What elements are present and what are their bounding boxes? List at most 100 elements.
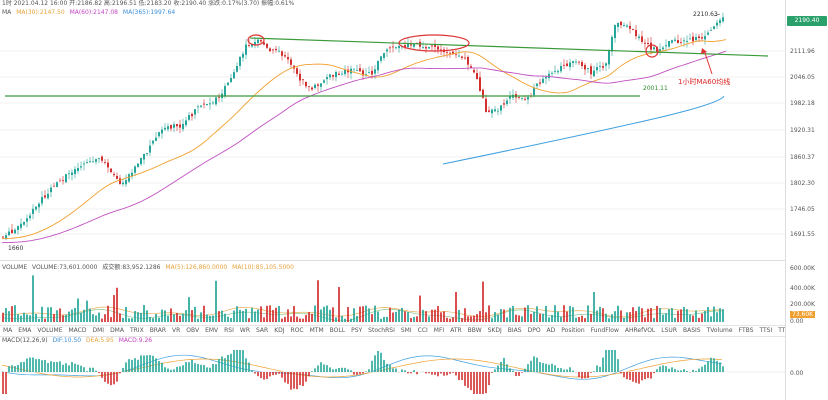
indicator-tab-macd[interactable]: MACD bbox=[68, 327, 87, 334]
candle-body bbox=[323, 80, 325, 83]
candle-body bbox=[251, 44, 253, 47]
volume-bar bbox=[281, 318, 283, 322]
indicator-tab-mtm[interactable]: MTM bbox=[309, 327, 324, 334]
volume-title[interactable]: VOLUME bbox=[2, 264, 28, 271]
indicator-tab-obv[interactable]: OBV bbox=[186, 327, 200, 334]
macd-bar bbox=[674, 368, 676, 372]
indicator-tab-boll[interactable]: BOLL bbox=[329, 327, 346, 334]
macd-bar bbox=[557, 367, 559, 372]
macd-bar bbox=[110, 372, 112, 386]
macd-bar bbox=[152, 355, 154, 372]
candle-body bbox=[689, 38, 691, 40]
volume-bar bbox=[422, 309, 424, 322]
indicator-tab-dpo[interactable]: DPO bbox=[527, 327, 541, 334]
macd-bar bbox=[482, 372, 484, 394]
indicator-tab-ftbs[interactable]: FTBS bbox=[738, 327, 754, 334]
candle-body bbox=[32, 208, 34, 214]
indicator-tab-trix[interactable]: TRIX bbox=[129, 327, 144, 334]
volume-bar bbox=[194, 306, 196, 322]
indicator-tab-ttsi[interactable]: TTSI bbox=[759, 327, 773, 334]
macd-bar bbox=[359, 372, 361, 375]
indicator-tab-dmi[interactable]: DMI bbox=[92, 327, 105, 334]
candle-body bbox=[83, 163, 85, 165]
volume-bar bbox=[632, 307, 634, 322]
candle-body bbox=[314, 84, 316, 89]
indicator-tab-sar[interactable]: SAR bbox=[256, 327, 269, 334]
volume-bar bbox=[683, 307, 685, 322]
macd-bar bbox=[608, 350, 610, 372]
price-axis-label: 1746.05 bbox=[790, 206, 815, 213]
volume-bar bbox=[623, 317, 625, 322]
macd-bar bbox=[113, 372, 115, 385]
candle-body bbox=[191, 113, 193, 117]
indicator-tab-vr[interactable]: VR bbox=[172, 327, 181, 334]
candle-body bbox=[356, 70, 358, 71]
indicator-tab-roc[interactable]: ROC bbox=[290, 327, 304, 334]
candle-body bbox=[479, 77, 481, 91]
volume-bar bbox=[578, 316, 580, 322]
macd-bar bbox=[443, 372, 445, 376]
indicator-tab-psy[interactable]: PSY bbox=[351, 327, 363, 334]
ma-label[interactable]: MA bbox=[2, 9, 12, 16]
price-axis[interactable]: 2190.40 2111.96 2046.05 1982.18 1920.31 1860… bbox=[785, 0, 828, 400]
indicator-tab-smi[interactable]: SMI bbox=[400, 327, 412, 334]
price-chart[interactable] bbox=[0, 0, 785, 400]
indicator-tab-ema[interactable]: EMA bbox=[18, 327, 32, 334]
volume-bar bbox=[14, 305, 16, 322]
ma-legend: MA MA(30):2147.50 MA(60):2147.08 MA(365)… bbox=[2, 9, 178, 17]
macd-bar bbox=[479, 372, 481, 394]
indicator-tab-rsi[interactable]: RSI bbox=[224, 327, 234, 334]
candle-body bbox=[722, 17, 724, 22]
macd-bar bbox=[284, 372, 286, 383]
indicator-tab-dma[interactable]: DMA bbox=[110, 327, 124, 334]
volume-axis-label: 400.00K bbox=[790, 285, 815, 292]
indicator-tab-ma[interactable]: MA bbox=[3, 327, 13, 334]
macd-bar bbox=[170, 369, 172, 372]
indicator-tab-position[interactable]: Position bbox=[561, 327, 585, 334]
candle-body bbox=[704, 36, 706, 40]
candle-body bbox=[554, 71, 556, 72]
macd-title[interactable]: MACD(12,26,9) bbox=[2, 337, 48, 344]
macd-bar bbox=[2, 372, 4, 394]
indicator-tab-emv[interactable]: EMV bbox=[205, 327, 219, 334]
macd-bar bbox=[179, 366, 181, 372]
macd-bar bbox=[494, 369, 496, 372]
macd-bar bbox=[263, 372, 265, 380]
volume-bar bbox=[698, 317, 700, 322]
macd-bar bbox=[446, 372, 448, 376]
volume-bar bbox=[320, 309, 322, 322]
volume-bar bbox=[83, 309, 85, 322]
macd-bar bbox=[200, 364, 202, 372]
indicator-tab-volume[interactable]: VOLUME bbox=[37, 327, 63, 334]
indicator-tab-bias[interactable]: BIAS bbox=[507, 327, 522, 334]
candle-body bbox=[413, 43, 415, 47]
macd-bar bbox=[248, 362, 250, 372]
candle-body bbox=[44, 195, 46, 198]
candle-body bbox=[641, 36, 643, 42]
indicator-tab-wr[interactable]: WR bbox=[239, 327, 250, 334]
indicator-tab-brar[interactable]: BRAR bbox=[149, 327, 167, 334]
volume-bar bbox=[695, 310, 697, 322]
indicator-tab-basis[interactable]: BASIS bbox=[683, 327, 701, 334]
indicator-tab-ad[interactable]: AD bbox=[546, 327, 556, 334]
indicator-tab-tvolume[interactable]: TVolume bbox=[706, 327, 733, 334]
candle-body bbox=[593, 70, 595, 77]
volume-bar bbox=[662, 314, 664, 322]
indicator-tab-stochrsi[interactable]: StochRSI bbox=[368, 327, 395, 334]
indicator-tab-lsur[interactable]: LSUR bbox=[661, 327, 677, 334]
indicator-tab-skdj[interactable]: SKDJ bbox=[487, 327, 502, 334]
candle-body bbox=[368, 72, 370, 73]
indicator-tab-bbw[interactable]: BBW bbox=[467, 327, 482, 334]
indicator-tab-fundflow[interactable]: FundFlow bbox=[590, 327, 619, 334]
volume-bar bbox=[413, 316, 415, 322]
candle-body bbox=[425, 47, 427, 49]
indicator-tab-ahrefvol[interactable]: AHRefVOL bbox=[624, 327, 656, 334]
indicator-tab-atr[interactable]: ATR bbox=[450, 327, 462, 334]
pane-divider-volume[interactable] bbox=[0, 260, 785, 261]
indicator-tab-mfi[interactable]: MFI bbox=[433, 327, 445, 334]
candle-body bbox=[14, 229, 16, 234]
candle-body bbox=[233, 72, 235, 79]
indicator-tab-cci[interactable]: CCI bbox=[417, 327, 428, 334]
candle-body bbox=[545, 77, 547, 79]
indicator-tab-kdj[interactable]: KDJ bbox=[274, 327, 285, 334]
